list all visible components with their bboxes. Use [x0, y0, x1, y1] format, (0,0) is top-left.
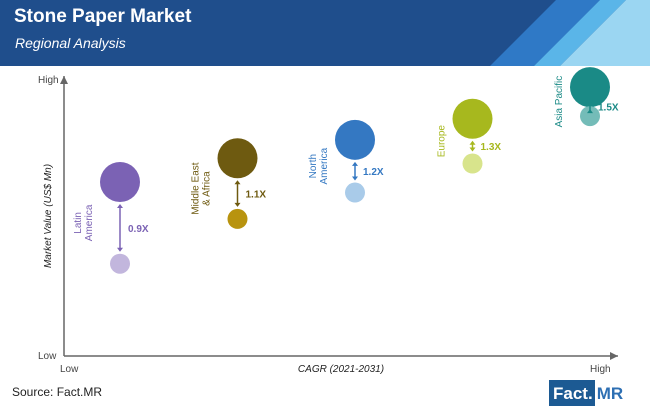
growth-label-latin-america: 0.9X: [128, 224, 149, 235]
y-axis-title: Market Value (US$ Mn): [43, 164, 54, 268]
bubble-middle-east-africa-forecast: [227, 208, 248, 229]
growth-label-north-america: 1.2X: [363, 167, 384, 178]
region-label-line: Latin: [73, 212, 84, 234]
region-label-asia-pacific: Asia Pacific: [554, 76, 565, 128]
region-label-north-america: NorthAmerica: [308, 147, 330, 184]
growth-label-middle-east-africa: 1.1X: [246, 190, 267, 201]
bubble-middle-east-africa-current: [217, 138, 258, 179]
region-label-europe: Europe: [437, 125, 448, 158]
x-tick-high: High: [590, 364, 611, 375]
y-tick-low: Low: [38, 351, 57, 362]
factmr-logo: Fact. MR: [549, 380, 623, 406]
region-label-middle-east-africa: Middle East& Africa: [191, 162, 213, 214]
region-label-line: Middle East: [191, 162, 202, 214]
header-stripes: [0, 0, 650, 66]
bubble-europe-current: [452, 98, 493, 139]
bubble-latin-america-forecast: [110, 253, 130, 274]
logo-suffix-text: MR: [596, 384, 624, 403]
growth-arrowhead-bottom-north-america: [352, 176, 358, 181]
bubble-asia-pacific-current: [570, 67, 610, 108]
growth-arrowhead-top-latin-america: [117, 204, 123, 208]
growth-arrowhead-bottom-middle-east-africa: [234, 202, 241, 207]
bubble-asia-pacific-forecast: [580, 106, 600, 127]
page-subtitle: Regional Analysis: [15, 35, 126, 51]
growth-label-asia-pacific: 1.5X: [598, 103, 619, 114]
growth-arrowhead-top-europe: [469, 140, 476, 145]
region-label-latin-america: LatinAmerica: [73, 204, 95, 241]
bubble-north-america-forecast: [345, 182, 365, 203]
region-label-line: & Africa: [202, 171, 213, 206]
region-label-line: America: [84, 204, 95, 241]
growth-arrowhead-bottom-latin-america: [117, 247, 123, 252]
logo-main-text: Fact.: [549, 380, 595, 406]
growth-arrowhead-top-north-america: [352, 161, 358, 166]
header-banner: Stone Paper Market Regional Analysis: [0, 0, 650, 66]
growth-arrowhead-top-asia-pacific: [587, 109, 593, 114]
region-label-line: North: [308, 154, 319, 178]
region-label-line: Europe: [437, 125, 448, 158]
x-axis-arrow: [610, 352, 618, 360]
page-title: Stone Paper Market: [14, 6, 192, 27]
bubble-europe-forecast: [462, 153, 483, 174]
bubble-north-america-current: [335, 119, 375, 160]
bubble-latin-america-current: [100, 162, 140, 202]
x-tick-low: Low: [60, 364, 79, 375]
source-note: Source: Fact.MR: [12, 385, 103, 399]
growth-arrowhead-top-middle-east-africa: [234, 180, 241, 185]
y-axis-arrow: [60, 76, 68, 84]
y-tick-high: High: [38, 75, 59, 86]
region-label-line: America: [319, 147, 330, 184]
growth-arrowhead-bottom-europe: [469, 147, 476, 152]
x-axis-title: CAGR (2021-2031): [298, 364, 384, 375]
region-label-line: Asia Pacific: [554, 76, 565, 128]
growth-arrowhead-bottom-asia-pacific: [587, 100, 593, 105]
growth-label-europe: 1.3X: [481, 142, 502, 153]
